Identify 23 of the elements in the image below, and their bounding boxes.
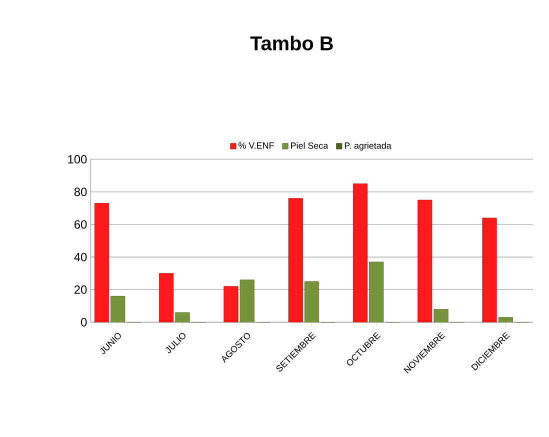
bar: [369, 262, 384, 322]
bar: [352, 184, 368, 322]
bar: [288, 198, 303, 322]
y-tick-label: 40: [74, 252, 87, 262]
legend-label: P. agrietada: [344, 142, 392, 151]
y-tick-label: 20: [74, 285, 87, 294]
bar: [434, 309, 448, 322]
legend-label: % V.ENF: [238, 142, 274, 149]
y-tick-label: 60: [74, 220, 87, 229]
bar: [240, 280, 254, 322]
y-tick-label: 100: [68, 155, 87, 164]
bar: [418, 200, 432, 322]
bar: [94, 203, 109, 322]
bar: [159, 273, 174, 322]
y-tick-label: 0: [81, 318, 87, 326]
bar: [110, 296, 126, 322]
bar: [175, 312, 190, 322]
bar: [224, 286, 238, 322]
chart-title: Tambo B: [250, 36, 333, 50]
bar: [304, 281, 320, 322]
legend-label: Piel Seca: [291, 142, 328, 149]
y-tick-label: 80: [74, 188, 87, 196]
bar: [482, 218, 497, 322]
